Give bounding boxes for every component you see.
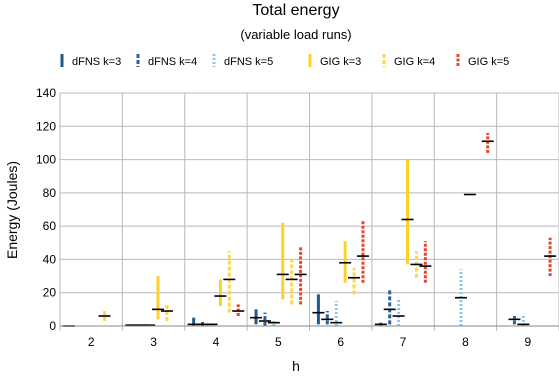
x-tick-label: 5 bbox=[275, 335, 282, 349]
x-tick-label: 3 bbox=[150, 335, 157, 349]
x-axis-title: h bbox=[292, 358, 300, 374]
y-tick-label: 100 bbox=[36, 153, 56, 167]
y-tick-label: 120 bbox=[36, 119, 56, 133]
legend-label-gig-k-5: GIG k=5 bbox=[468, 56, 509, 68]
chart-subtitle: (variable load runs) bbox=[240, 27, 351, 42]
legend-label-dfns-k-3: dFNS k=3 bbox=[72, 56, 121, 68]
y-tick-label: 140 bbox=[36, 86, 56, 100]
legend: dFNS k=3 dFNS k=4 dFNS k=5 GIG k=3 GIG k=4 GI… bbox=[60, 54, 509, 68]
x-tick-label: 9 bbox=[524, 335, 531, 349]
x-tick-label: 2 bbox=[88, 335, 95, 349]
y-tick-label: 0 bbox=[49, 319, 56, 333]
gridlines bbox=[59, 92, 559, 331]
legend-label-gig-k-3: GIG k=3 bbox=[320, 56, 361, 68]
x-tick-label: 7 bbox=[400, 335, 407, 349]
y-tick-label: 80 bbox=[43, 186, 57, 200]
axes: 0 20 40 60 80 100 120 140 2 3 4 5 6 7 8 9 bbox=[36, 86, 559, 349]
y-tick-label: 60 bbox=[43, 219, 57, 233]
y-tick-label: 40 bbox=[43, 252, 57, 266]
legend-label-gig-k-4: GIG k=4 bbox=[394, 56, 435, 68]
x-tick-label: 4 bbox=[213, 335, 220, 349]
x-tick-label: 8 bbox=[462, 335, 469, 349]
chart-title: Total energy bbox=[252, 2, 339, 19]
x-tick-label: 6 bbox=[337, 335, 344, 349]
legend-label-dfns-k-4: dFNS k=4 bbox=[148, 56, 197, 68]
legend-label-dfns-k-5: dFNS k=5 bbox=[224, 56, 273, 68]
y-tick-label: 20 bbox=[43, 286, 57, 300]
data-marks bbox=[62, 132, 557, 327]
y-axis-title: Energy (Joules) bbox=[4, 161, 20, 259]
